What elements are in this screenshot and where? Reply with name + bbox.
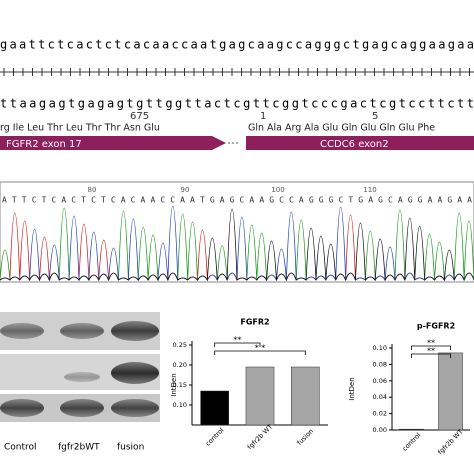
base-position: 80	[88, 186, 97, 194]
blot-band	[111, 399, 159, 417]
y-tick-label: 0.25	[173, 341, 187, 349]
exon-label: CCDC6 exon2	[320, 139, 389, 150]
bar	[438, 352, 463, 431]
significance-label: **	[427, 347, 435, 356]
exon-arrow	[0, 136, 226, 150]
significance-bracket	[411, 345, 451, 350]
amino-acids: rg Ile Leu Thr Leu Thr Thr Asn Glu	[0, 123, 160, 134]
bar	[245, 366, 275, 426]
exon-arrow	[246, 136, 474, 150]
amino-acids: Gln Ala Arg Ala Glu Gln Glu Gln Glu Phe	[248, 123, 435, 134]
blot-band	[60, 399, 104, 417]
significance-bracket	[214, 342, 261, 347]
y-tick-label: 0.00	[373, 426, 387, 434]
exon-label: FGFR2 exon 17	[6, 139, 82, 150]
position: 5	[372, 111, 378, 122]
lane-label: Control	[4, 443, 37, 453]
significance-bracket	[214, 350, 306, 355]
x-tick-label: fusion	[296, 427, 316, 447]
chart-title: FGFR2	[240, 318, 269, 327]
position: 1	[260, 111, 266, 122]
lane-label: fgfr2bWT	[58, 443, 100, 453]
blot-band	[0, 323, 44, 339]
base-position: 110	[363, 186, 376, 194]
y-tick-label: 0.10	[173, 401, 187, 409]
x-tick-label: fgfr2b WT	[436, 428, 464, 456]
x-tick-label: control	[204, 426, 226, 448]
seq-top: gaattctcactctcacaaccaatgagcaagccagggctga…	[0, 38, 474, 52]
trace	[0, 205, 474, 282]
significance-label: * *	[255, 344, 266, 353]
y-tick-label: 0.15	[173, 381, 187, 389]
x-tick-label: control	[401, 431, 423, 453]
lane-label: fusion	[117, 443, 144, 453]
blot-band	[0, 399, 44, 417]
seq-bottom: ttaagagtgagagtgttggttactcgttcggtcccgactc…	[0, 97, 474, 111]
significance-label: **	[233, 336, 241, 345]
blot-band	[64, 372, 100, 382]
y-tick-label: 0.04	[373, 393, 387, 401]
chromatogram-frame	[0, 181, 474, 283]
bar	[399, 428, 424, 431]
chart-title: p-FGFR2	[417, 322, 455, 331]
base-position: 100	[271, 186, 284, 194]
significance-label: **	[427, 339, 435, 348]
y-axis-label: IntDen	[170, 373, 178, 396]
y-axis-label: IntDen	[348, 377, 356, 400]
y-tick-label: 0.08	[373, 360, 387, 368]
blot-band	[60, 323, 104, 339]
bar	[291, 366, 320, 426]
blot-band	[111, 362, 159, 384]
x-tick-label: fgfr2b WT	[246, 423, 274, 451]
y-tick-label: 0.02	[373, 410, 387, 418]
y-tick-label: 0.20	[173, 361, 187, 369]
blot-band	[111, 321, 159, 341]
position: 675	[130, 111, 149, 122]
bar	[200, 390, 229, 426]
y-tick-label: 0.06	[373, 377, 387, 385]
trace	[0, 208, 474, 282]
significance-bracket	[411, 353, 451, 358]
y-tick-label: 0.10	[373, 344, 387, 352]
base-position: 90	[181, 186, 190, 194]
